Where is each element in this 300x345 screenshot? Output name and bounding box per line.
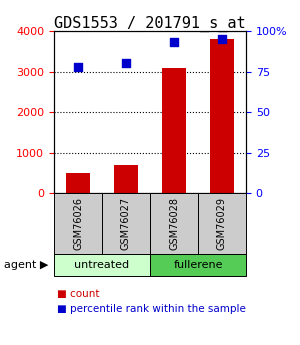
Text: GDS1553 / 201791_s_at: GDS1553 / 201791_s_at xyxy=(54,16,246,32)
Text: GSM76026: GSM76026 xyxy=(73,197,83,250)
Text: ■ count: ■ count xyxy=(57,289,100,299)
Bar xyxy=(162,68,186,193)
Point xyxy=(124,61,128,66)
Text: GSM76029: GSM76029 xyxy=(217,197,227,250)
Text: GSM76028: GSM76028 xyxy=(169,197,179,250)
Text: GSM76027: GSM76027 xyxy=(121,197,131,250)
Bar xyxy=(210,39,234,193)
Bar xyxy=(66,173,90,193)
Point xyxy=(172,40,176,45)
Text: untreated: untreated xyxy=(74,260,130,270)
Bar xyxy=(114,165,138,193)
Point xyxy=(220,37,224,42)
Text: agent ▶: agent ▶ xyxy=(4,260,48,270)
Text: fullerene: fullerene xyxy=(173,260,223,270)
Text: ■ percentile rank within the sample: ■ percentile rank within the sample xyxy=(57,304,246,314)
Point xyxy=(76,64,80,69)
